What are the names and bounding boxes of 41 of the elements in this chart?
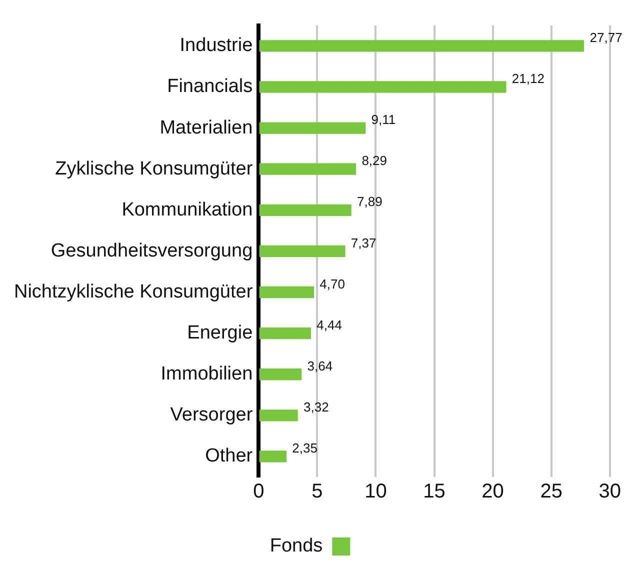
legend-label: Fonds bbox=[270, 536, 323, 557]
y-tick-label: Kommunikation bbox=[122, 199, 253, 220]
bar bbox=[259, 163, 356, 175]
data-label: 4,70 bbox=[320, 276, 345, 292]
x-tick-label: 25 bbox=[540, 480, 562, 503]
bar bbox=[259, 368, 302, 380]
bar bbox=[259, 81, 506, 93]
data-label: 27,77 bbox=[590, 30, 622, 46]
data-label: 2,35 bbox=[292, 440, 318, 456]
bar bbox=[259, 410, 298, 422]
x-tick-label: 5 bbox=[312, 480, 323, 503]
data-label: 7,37 bbox=[350, 235, 376, 250]
bar bbox=[259, 286, 314, 298]
y-tick-label: Gesundheitsversorgung bbox=[50, 240, 253, 262]
x-tick-label: 30 bbox=[598, 480, 621, 503]
data-label: 8,29 bbox=[362, 153, 388, 168]
bar bbox=[259, 122, 366, 134]
x-tick-label: 0 bbox=[253, 480, 264, 503]
x-tick-label: 20 bbox=[482, 480, 504, 503]
y-tick-label: Materialien bbox=[160, 117, 253, 138]
data-label: 3,32 bbox=[304, 399, 329, 414]
bar bbox=[259, 40, 584, 52]
bar bbox=[259, 245, 346, 258]
y-tick-label: Zyklische Konsumgüter bbox=[55, 158, 254, 180]
y-tick-label: Energie bbox=[187, 322, 253, 344]
data-label: 9,11 bbox=[371, 112, 396, 128]
x-tick-label: 15 bbox=[423, 480, 446, 503]
y-tick-label: Immobilien bbox=[160, 364, 253, 385]
y-tick-label: Versorger bbox=[170, 404, 254, 426]
y-tick-label: Other bbox=[205, 446, 254, 467]
bar bbox=[259, 204, 352, 216]
data-label: 21,12 bbox=[512, 71, 544, 86]
x-tick-label: 10 bbox=[364, 480, 387, 503]
data-label: 3,64 bbox=[307, 358, 333, 374]
bar bbox=[259, 450, 286, 462]
data-label: 7,89 bbox=[357, 194, 382, 210]
data-label: 4,44 bbox=[316, 317, 342, 332]
y-tick-label: Industrie bbox=[180, 35, 253, 56]
bar bbox=[259, 327, 311, 340]
y-tick-label: Nichtzyklische Konsumgüter bbox=[14, 281, 254, 302]
y-tick-label: Financials bbox=[167, 76, 253, 98]
